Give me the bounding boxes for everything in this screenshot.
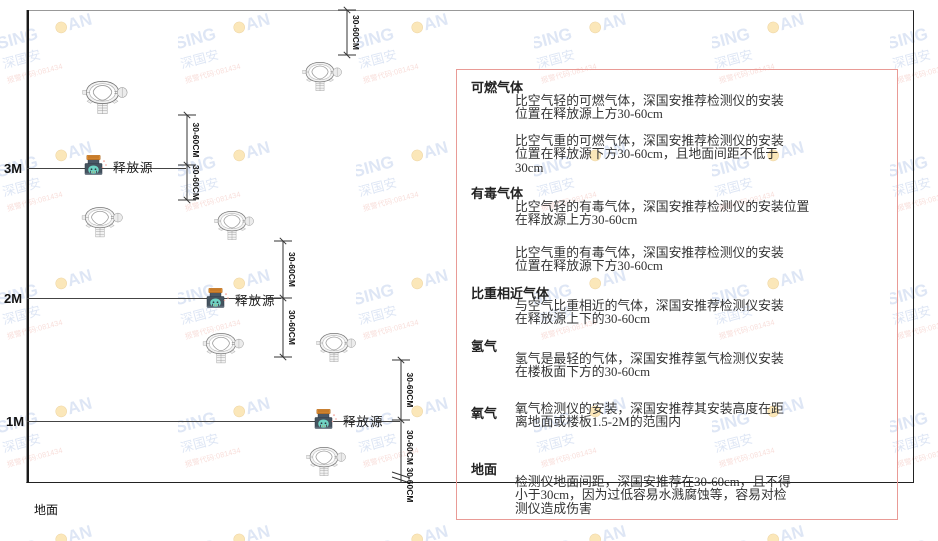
svg-text:30-60CM: 30-60CM xyxy=(405,468,415,503)
svg-text:30-60CM: 30-60CM xyxy=(405,430,415,465)
svg-text:30-60CM: 30-60CM xyxy=(405,373,415,408)
svg-text:30-60CM: 30-60CM xyxy=(191,165,201,200)
svg-text:30-60CM: 30-60CM xyxy=(191,123,201,158)
svg-text:30-60CM: 30-60CM xyxy=(287,310,297,345)
svg-text:30-60CM: 30-60CM xyxy=(287,252,297,287)
svg-text:30-60CM: 30-60CM xyxy=(351,15,361,50)
